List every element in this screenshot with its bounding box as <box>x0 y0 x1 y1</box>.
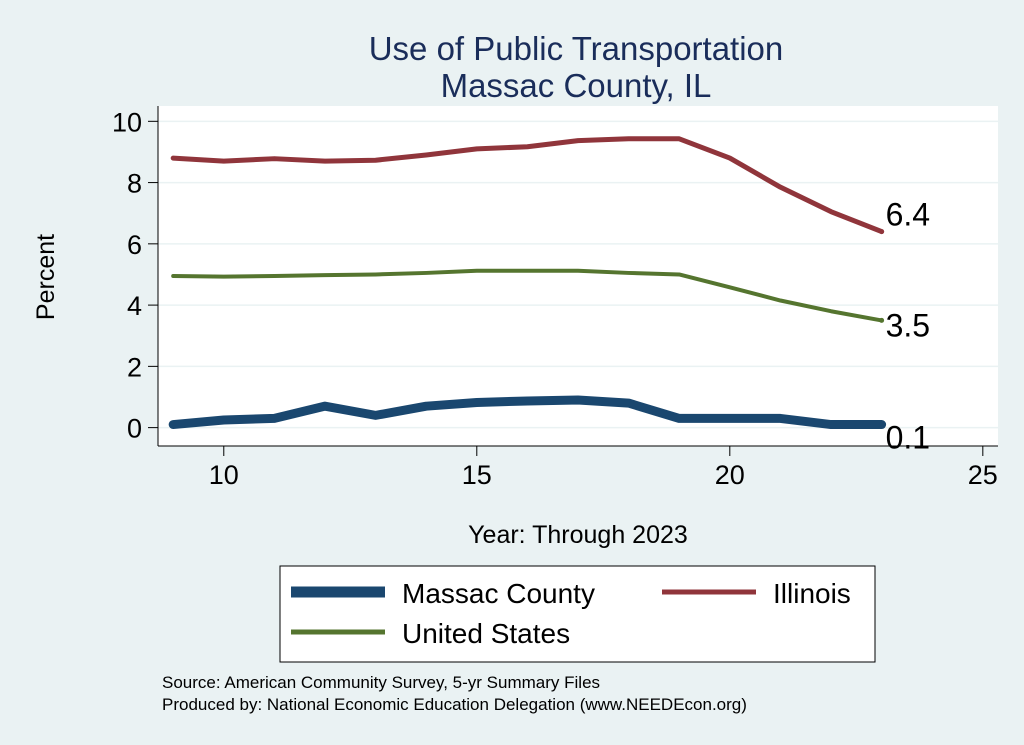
source-note: Source: American Community Survey, 5-yr … <box>162 673 600 692</box>
series-lines <box>168 136 887 430</box>
end-label-united-states: 3.5 <box>886 307 930 343</box>
legend-label-illinois: Illinois <box>773 578 851 609</box>
series-end-point-united-states <box>879 317 885 323</box>
produced-note: Produced by: National Economic Education… <box>162 695 747 714</box>
series-line-united-states <box>171 268 884 323</box>
legend-label-united-states: United States <box>402 618 570 649</box>
y-tick-label-4: 4 <box>127 291 142 321</box>
x-tick-label-25: 25 <box>968 460 998 490</box>
y-tick-label-6: 6 <box>127 230 142 260</box>
y-tick-label-8: 8 <box>127 169 142 199</box>
grid-lines <box>158 120 998 429</box>
legend-label-massac-county: Massac County <box>402 578 595 609</box>
x-tick-label-10: 10 <box>209 460 239 490</box>
legend-box <box>279 565 876 663</box>
end-label-massac-county: 0.1 <box>886 420 930 456</box>
legend: Massac County Illinois United States <box>279 565 876 663</box>
axes: 0 2 4 6 8 10 10 15 20 25 <box>112 106 998 490</box>
x-tick-label-20: 20 <box>715 460 745 490</box>
end-labels: 0.1 6.4 3.5 <box>886 197 930 456</box>
chart-subtitle: Massac County, IL <box>441 67 712 104</box>
y-axis-label: Percent <box>32 234 60 320</box>
end-label-illinois: 6.4 <box>886 197 930 233</box>
x-axis-label: Year: Through 2023 <box>468 521 688 549</box>
chart-title: Use of Public Transportation <box>369 30 784 67</box>
series-line-illinois <box>170 136 885 235</box>
series-end-point-illinois <box>879 229 885 235</box>
y-tick-label-2: 2 <box>127 352 142 382</box>
x-tick-label-15: 15 <box>462 460 492 490</box>
y-tick-label-0: 0 <box>127 414 142 444</box>
series-line-massac-county <box>168 395 887 430</box>
y-tick-label-10: 10 <box>112 107 142 137</box>
series-end-point-massac-county <box>879 422 885 428</box>
